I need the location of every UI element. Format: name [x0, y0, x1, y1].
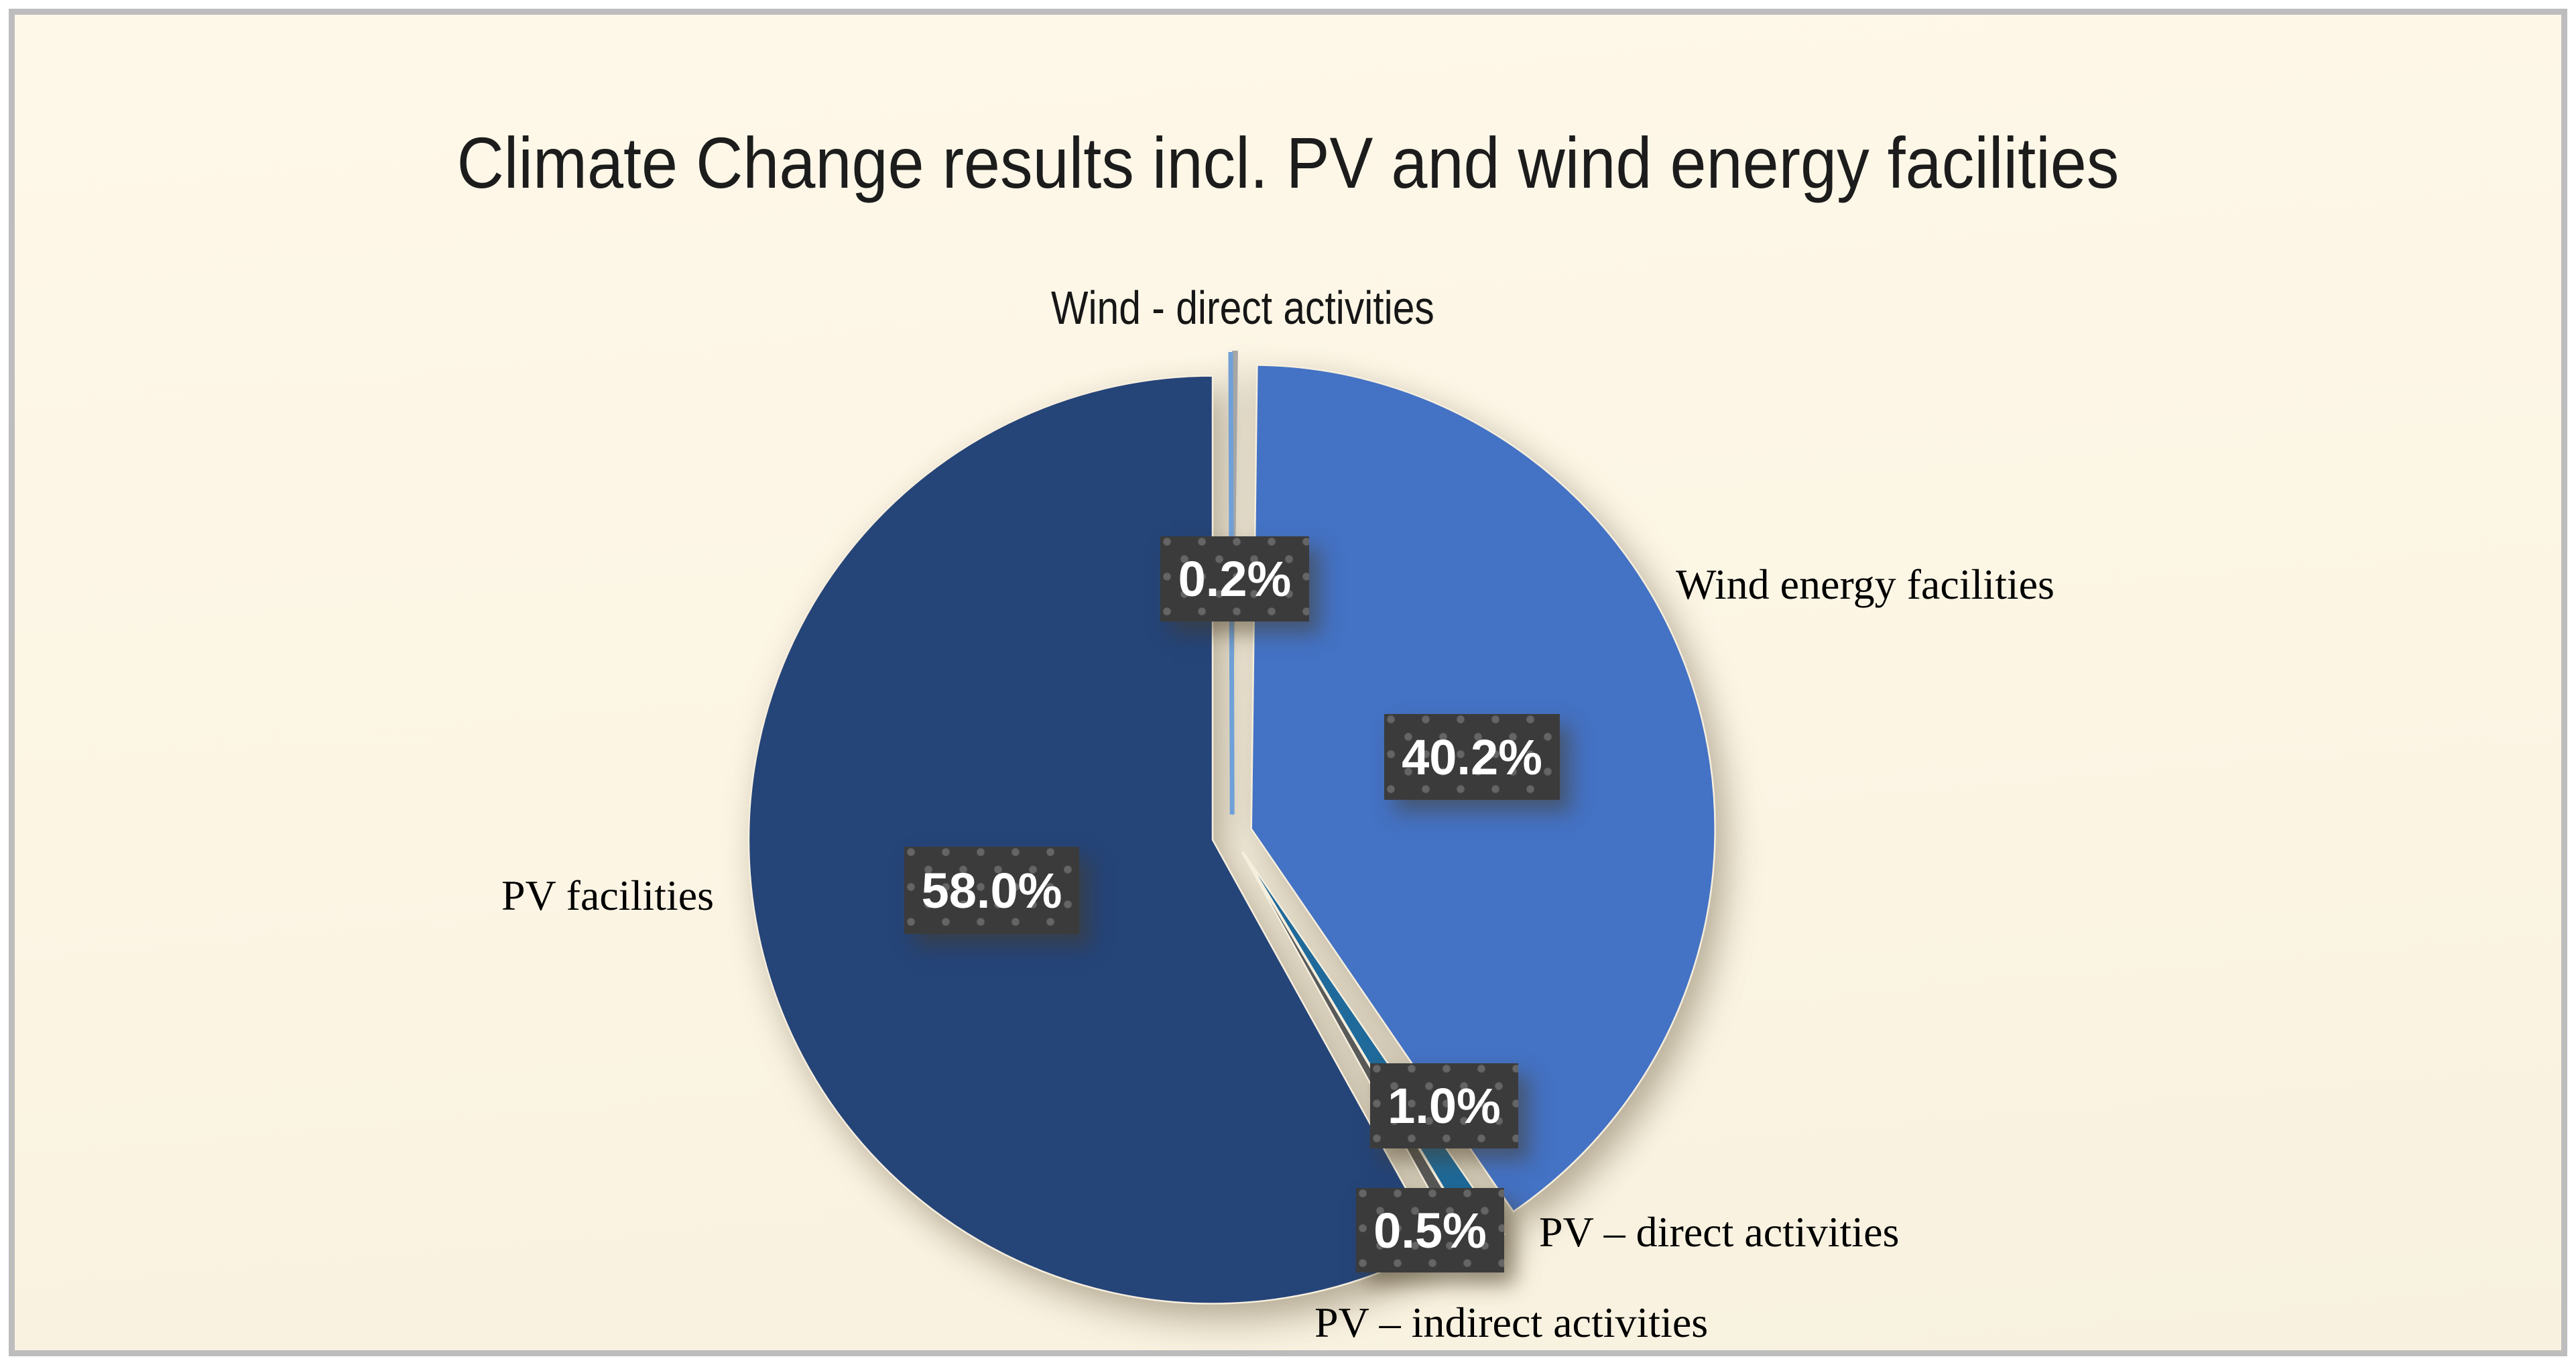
- slice-label-pv-facilities: PV facilities: [501, 872, 714, 919]
- value-badge-pv-facilities: 58.0%: [904, 847, 1079, 934]
- slice-label-pv-direct: PV – direct activities: [1539, 1208, 1900, 1256]
- value-badge-wind-direct: 0.2%: [1160, 536, 1309, 621]
- slice-label-wind-energy: Wind energy facilities: [1676, 560, 2054, 608]
- value-badge-pv-indirect: 0.5%: [1356, 1188, 1504, 1272]
- slice-label-pv-indirect: PV – indirect activities: [1314, 1299, 1709, 1346]
- value-badge-wind-energy: 40.2%: [1384, 714, 1560, 800]
- value-badge-pv-direct: 1.0%: [1370, 1063, 1518, 1148]
- pie-slice-4: [747, 375, 1439, 1305]
- slice-label-wind-direct: Wind - direct activities: [1051, 282, 1434, 334]
- chart-title: Climate Change results incl. PV and wind…: [456, 122, 2120, 203]
